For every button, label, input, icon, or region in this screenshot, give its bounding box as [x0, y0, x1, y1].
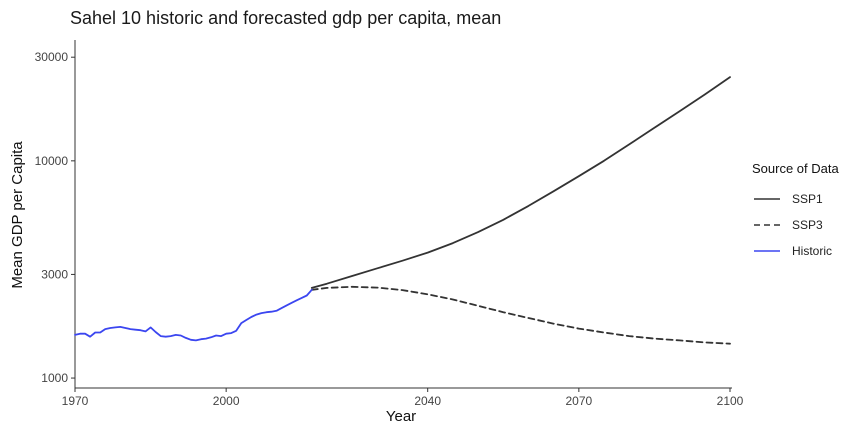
legend-item-historic: Historic: [752, 238, 839, 264]
legend-key-historic: [754, 250, 780, 252]
axes: 1970 2000 2040 2070 2100 1000 3000 10000 30000: [35, 40, 744, 408]
y-tick-label: 10000: [35, 154, 69, 168]
y-tick-label: 30000: [35, 50, 69, 64]
legend-key-ssp3: [754, 224, 780, 226]
x-tick-label: 2100: [717, 394, 744, 408]
chart-title: Sahel 10 historic and forecasted gdp per…: [70, 8, 502, 28]
legend-label-historic: Historic: [792, 244, 833, 258]
x-tick-label: 2070: [565, 394, 592, 408]
series-line-ssp1: [310, 76, 731, 289]
series-line-ssp3: [310, 285, 731, 345]
x-axis-title: Year: [386, 408, 416, 425]
legend-item-ssp1: SSP1: [752, 186, 839, 212]
legend-label-ssp3: SSP3: [792, 218, 823, 232]
y-axis-title: Mean GDP per Capita: [9, 141, 26, 289]
legend-title: Source of Data: [752, 161, 839, 176]
x-tick-label: 2040: [414, 394, 441, 408]
x-tick-label: 1970: [62, 394, 89, 408]
series-line-historic: [74, 288, 313, 342]
legend: Source of Data SSP1 SSP3 Historic: [752, 161, 839, 264]
y-tick-label: 3000: [41, 267, 68, 281]
series-layer: [74, 76, 731, 345]
legend-item-ssp3: SSP3: [752, 212, 839, 238]
x-tick-label: 2000: [213, 394, 240, 408]
legend-label-ssp1: SSP1: [792, 192, 823, 206]
y-tick-label: 1000: [41, 371, 68, 385]
legend-key-ssp1: [754, 198, 780, 200]
